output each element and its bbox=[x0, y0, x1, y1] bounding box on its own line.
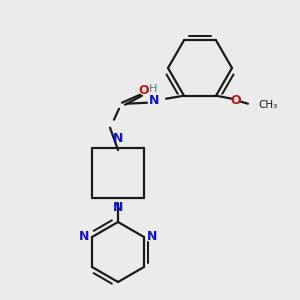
Text: O: O bbox=[139, 84, 149, 97]
Text: N: N bbox=[147, 230, 158, 244]
Text: N: N bbox=[113, 132, 123, 145]
Text: N: N bbox=[79, 230, 89, 244]
Text: N: N bbox=[113, 201, 123, 214]
Text: CH₃: CH₃ bbox=[258, 100, 277, 110]
Text: H: H bbox=[149, 84, 157, 94]
Text: O: O bbox=[231, 94, 241, 107]
Text: N: N bbox=[149, 94, 159, 107]
